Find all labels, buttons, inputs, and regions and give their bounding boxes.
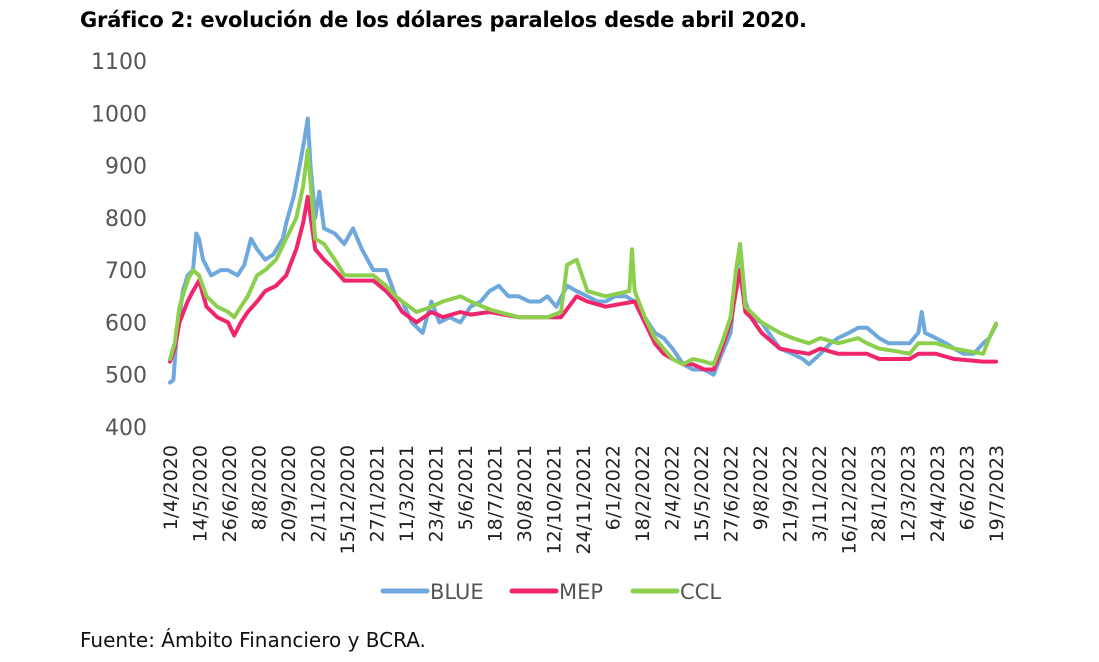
y-tick-label: 900 bbox=[105, 155, 147, 180]
x-tick-label: 11/3/2021 bbox=[396, 445, 418, 542]
x-tick-label: 24/4/2023 bbox=[927, 445, 949, 542]
x-tick-label: 18/2/2022 bbox=[632, 445, 654, 542]
legend-label-mep: MEP bbox=[559, 580, 603, 604]
legend: BLUE MEP CCL bbox=[380, 580, 721, 604]
x-tick-label: 19/7/2023 bbox=[986, 445, 1008, 542]
x-tick-label: 12/10/2021 bbox=[544, 445, 566, 555]
x-tick-label: 26/6/2020 bbox=[219, 445, 241, 542]
x-tick-label: 15/5/2022 bbox=[691, 445, 713, 542]
x-tick-label: 9/8/2022 bbox=[750, 445, 772, 530]
y-tick-label: 1100 bbox=[91, 50, 147, 75]
y-tick-label: 500 bbox=[105, 364, 147, 389]
source-note: Fuente: Ámbito Financiero y BCRA. bbox=[80, 628, 426, 652]
legend-label-ccl: CCL bbox=[680, 580, 721, 604]
x-tick-label: 1/4/2020 bbox=[160, 445, 182, 530]
x-axis: 1/4/2020 14/5/2020 26/6/2020 8/8/2020 20/9/2… bbox=[160, 445, 1008, 555]
x-tick-label: 16/12/2022 bbox=[839, 445, 861, 555]
x-tick-label: 6/1/2022 bbox=[603, 445, 625, 530]
y-tick-label: 700 bbox=[105, 259, 147, 284]
x-tick-label: 12/3/2023 bbox=[898, 445, 920, 542]
x-tick-label: 30/8/2021 bbox=[514, 445, 536, 542]
series-line-blue bbox=[168, 116, 998, 385]
y-tick-label: 800 bbox=[105, 207, 147, 232]
legend-label-blue: BLUE bbox=[430, 580, 484, 604]
x-tick-label: 6/6/2023 bbox=[957, 445, 979, 530]
series-line-mep bbox=[168, 194, 998, 372]
y-tick-label: 600 bbox=[105, 311, 147, 336]
series-layer bbox=[168, 116, 998, 385]
x-tick-label: 28/1/2023 bbox=[868, 445, 890, 542]
x-tick-label: 8/8/2020 bbox=[249, 445, 271, 530]
x-tick-label: 24/11/2021 bbox=[573, 445, 595, 555]
x-tick-label: 3/11/2022 bbox=[809, 445, 831, 542]
x-tick-label: 14/5/2020 bbox=[190, 445, 212, 542]
chart-title: Gráfico 2: evolución de los dólares para… bbox=[80, 8, 807, 32]
x-tick-label: 27/6/2022 bbox=[721, 445, 743, 542]
x-tick-label: 20/9/2020 bbox=[278, 445, 300, 542]
y-tick-label: 1000 bbox=[91, 102, 147, 127]
x-tick-label: 27/1/2021 bbox=[367, 445, 389, 542]
x-tick-label: 18/7/2021 bbox=[485, 445, 507, 542]
series-line-ccl bbox=[168, 147, 998, 367]
y-axis: 400 500 600 700 800 900 1000 1100 bbox=[91, 50, 147, 441]
x-tick-label: 23/4/2021 bbox=[426, 445, 448, 542]
x-tick-label: 15/12/2020 bbox=[337, 445, 359, 555]
x-tick-label: 5/6/2021 bbox=[455, 445, 477, 530]
x-tick-label: 21/9/2022 bbox=[780, 445, 802, 542]
x-tick-label: 2/11/2020 bbox=[308, 445, 330, 542]
y-tick-label: 400 bbox=[105, 416, 147, 441]
x-tick-label: 2/4/2022 bbox=[662, 445, 684, 530]
